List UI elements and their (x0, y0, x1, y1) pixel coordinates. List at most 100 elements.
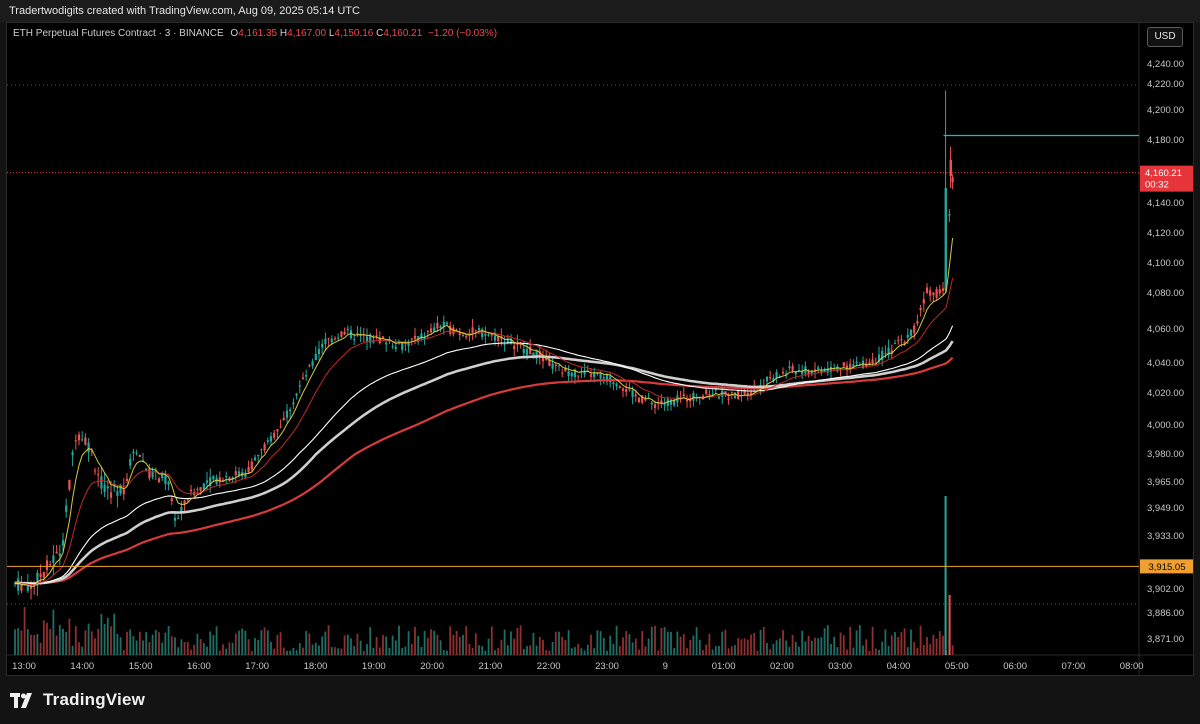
candle-body (596, 372, 599, 374)
volume-bar (839, 632, 842, 655)
y-tick-label: 4,060.00 (1147, 324, 1184, 335)
candle-body (474, 330, 477, 332)
volume-bar (596, 630, 599, 655)
candle-body (375, 335, 378, 337)
volume-bar (906, 647, 909, 655)
candle-body (468, 332, 471, 336)
tradingview-logo-icon (10, 692, 32, 708)
candle-body (634, 394, 637, 397)
candle-body (788, 366, 791, 368)
candle-body (109, 492, 113, 498)
volume-bar (334, 647, 336, 655)
volume-bar (804, 641, 807, 655)
candle-body (724, 391, 727, 394)
volume-bar (599, 631, 602, 655)
volume-bar (359, 640, 362, 655)
volume-bar (497, 647, 500, 655)
volume-bar (522, 649, 525, 655)
candle-body (157, 478, 161, 483)
volume-bar (673, 647, 676, 655)
candle-body (404, 342, 407, 344)
volume-bar (871, 626, 874, 655)
volume-bar (190, 649, 192, 655)
candle-body (250, 461, 253, 470)
x-tick-label: 06:00 (1003, 661, 1027, 672)
volume-bar (327, 625, 330, 655)
candle-body (906, 334, 909, 338)
candle-body (513, 345, 516, 350)
candle-body (244, 472, 247, 478)
symbol-name: ETH Perpetual Futures Contract · 3 · BIN… (13, 28, 224, 39)
candle-body (61, 540, 65, 546)
volume-bar (199, 639, 202, 655)
candle-body (266, 440, 269, 442)
volume-bar (510, 631, 512, 655)
volume-bar (503, 629, 506, 655)
volume-bar (126, 631, 128, 655)
candle-body (413, 335, 417, 339)
x-tick-label: 21:00 (479, 661, 503, 672)
brand-logo[interactable]: TradingView (10, 687, 145, 713)
volume-bar (798, 646, 800, 655)
price-chart[interactable]: 4,240.004,220.004,200.004,180.004,160.00… (7, 23, 1194, 676)
candle-body (74, 440, 77, 442)
candle-body (122, 489, 125, 495)
candle-body (231, 477, 234, 480)
volume-bar (746, 639, 749, 655)
volume-bar (71, 645, 74, 655)
candle-body (573, 370, 577, 378)
orange-level-tag (1140, 559, 1193, 574)
candle-body (129, 458, 132, 466)
candle-body (455, 330, 458, 332)
candle-body (202, 483, 205, 490)
volume-bar (698, 639, 701, 655)
volume-bar (849, 627, 852, 655)
candle-body (372, 341, 375, 343)
candle-body (666, 399, 669, 406)
last-candle-body (949, 159, 952, 176)
currency-button[interactable]: USD (1147, 27, 1183, 47)
volume-bar (250, 650, 253, 655)
volume-bar (17, 627, 20, 655)
candle-body (602, 377, 605, 379)
chart-panel[interactable]: 4,240.004,220.004,200.004,180.004,160.00… (6, 22, 1194, 676)
candle-body (282, 417, 285, 421)
candle-body (925, 287, 929, 294)
volume-bar (388, 647, 391, 655)
volume-bar (119, 637, 122, 655)
volume-bar (814, 637, 816, 655)
spike-candle-body (944, 188, 947, 290)
candle-body (173, 517, 177, 521)
volume-bar (753, 632, 756, 655)
volume-bar (308, 633, 311, 655)
volume-bar (474, 633, 477, 655)
volume-bar (574, 647, 576, 655)
x-tick-label: 05:00 (945, 661, 969, 672)
candle-body (615, 383, 618, 387)
candle-body (433, 327, 436, 332)
volume-bar (362, 650, 365, 655)
candle-body (909, 329, 913, 336)
volume-bar (494, 650, 496, 655)
candle-body (932, 292, 935, 296)
volume-bar (874, 648, 877, 655)
volume-bar (84, 630, 87, 655)
volume-bar (39, 642, 42, 655)
candle-body (401, 342, 404, 351)
volume-bar (830, 643, 832, 655)
volume-bar (14, 629, 16, 655)
candle-body (218, 477, 221, 483)
volume-bar (455, 631, 458, 655)
candle-body (276, 429, 279, 432)
candle-body (605, 374, 609, 382)
candle-body (346, 328, 349, 331)
candle-body (772, 378, 775, 382)
volume-bar (881, 641, 884, 655)
volume-bar (631, 642, 634, 655)
candle-body (705, 389, 708, 394)
volume-bar (65, 631, 68, 655)
candle-body (215, 477, 218, 484)
volume-bar (836, 647, 839, 655)
volume-bar (842, 635, 845, 655)
x-tick-label: 13:00 (12, 661, 36, 672)
